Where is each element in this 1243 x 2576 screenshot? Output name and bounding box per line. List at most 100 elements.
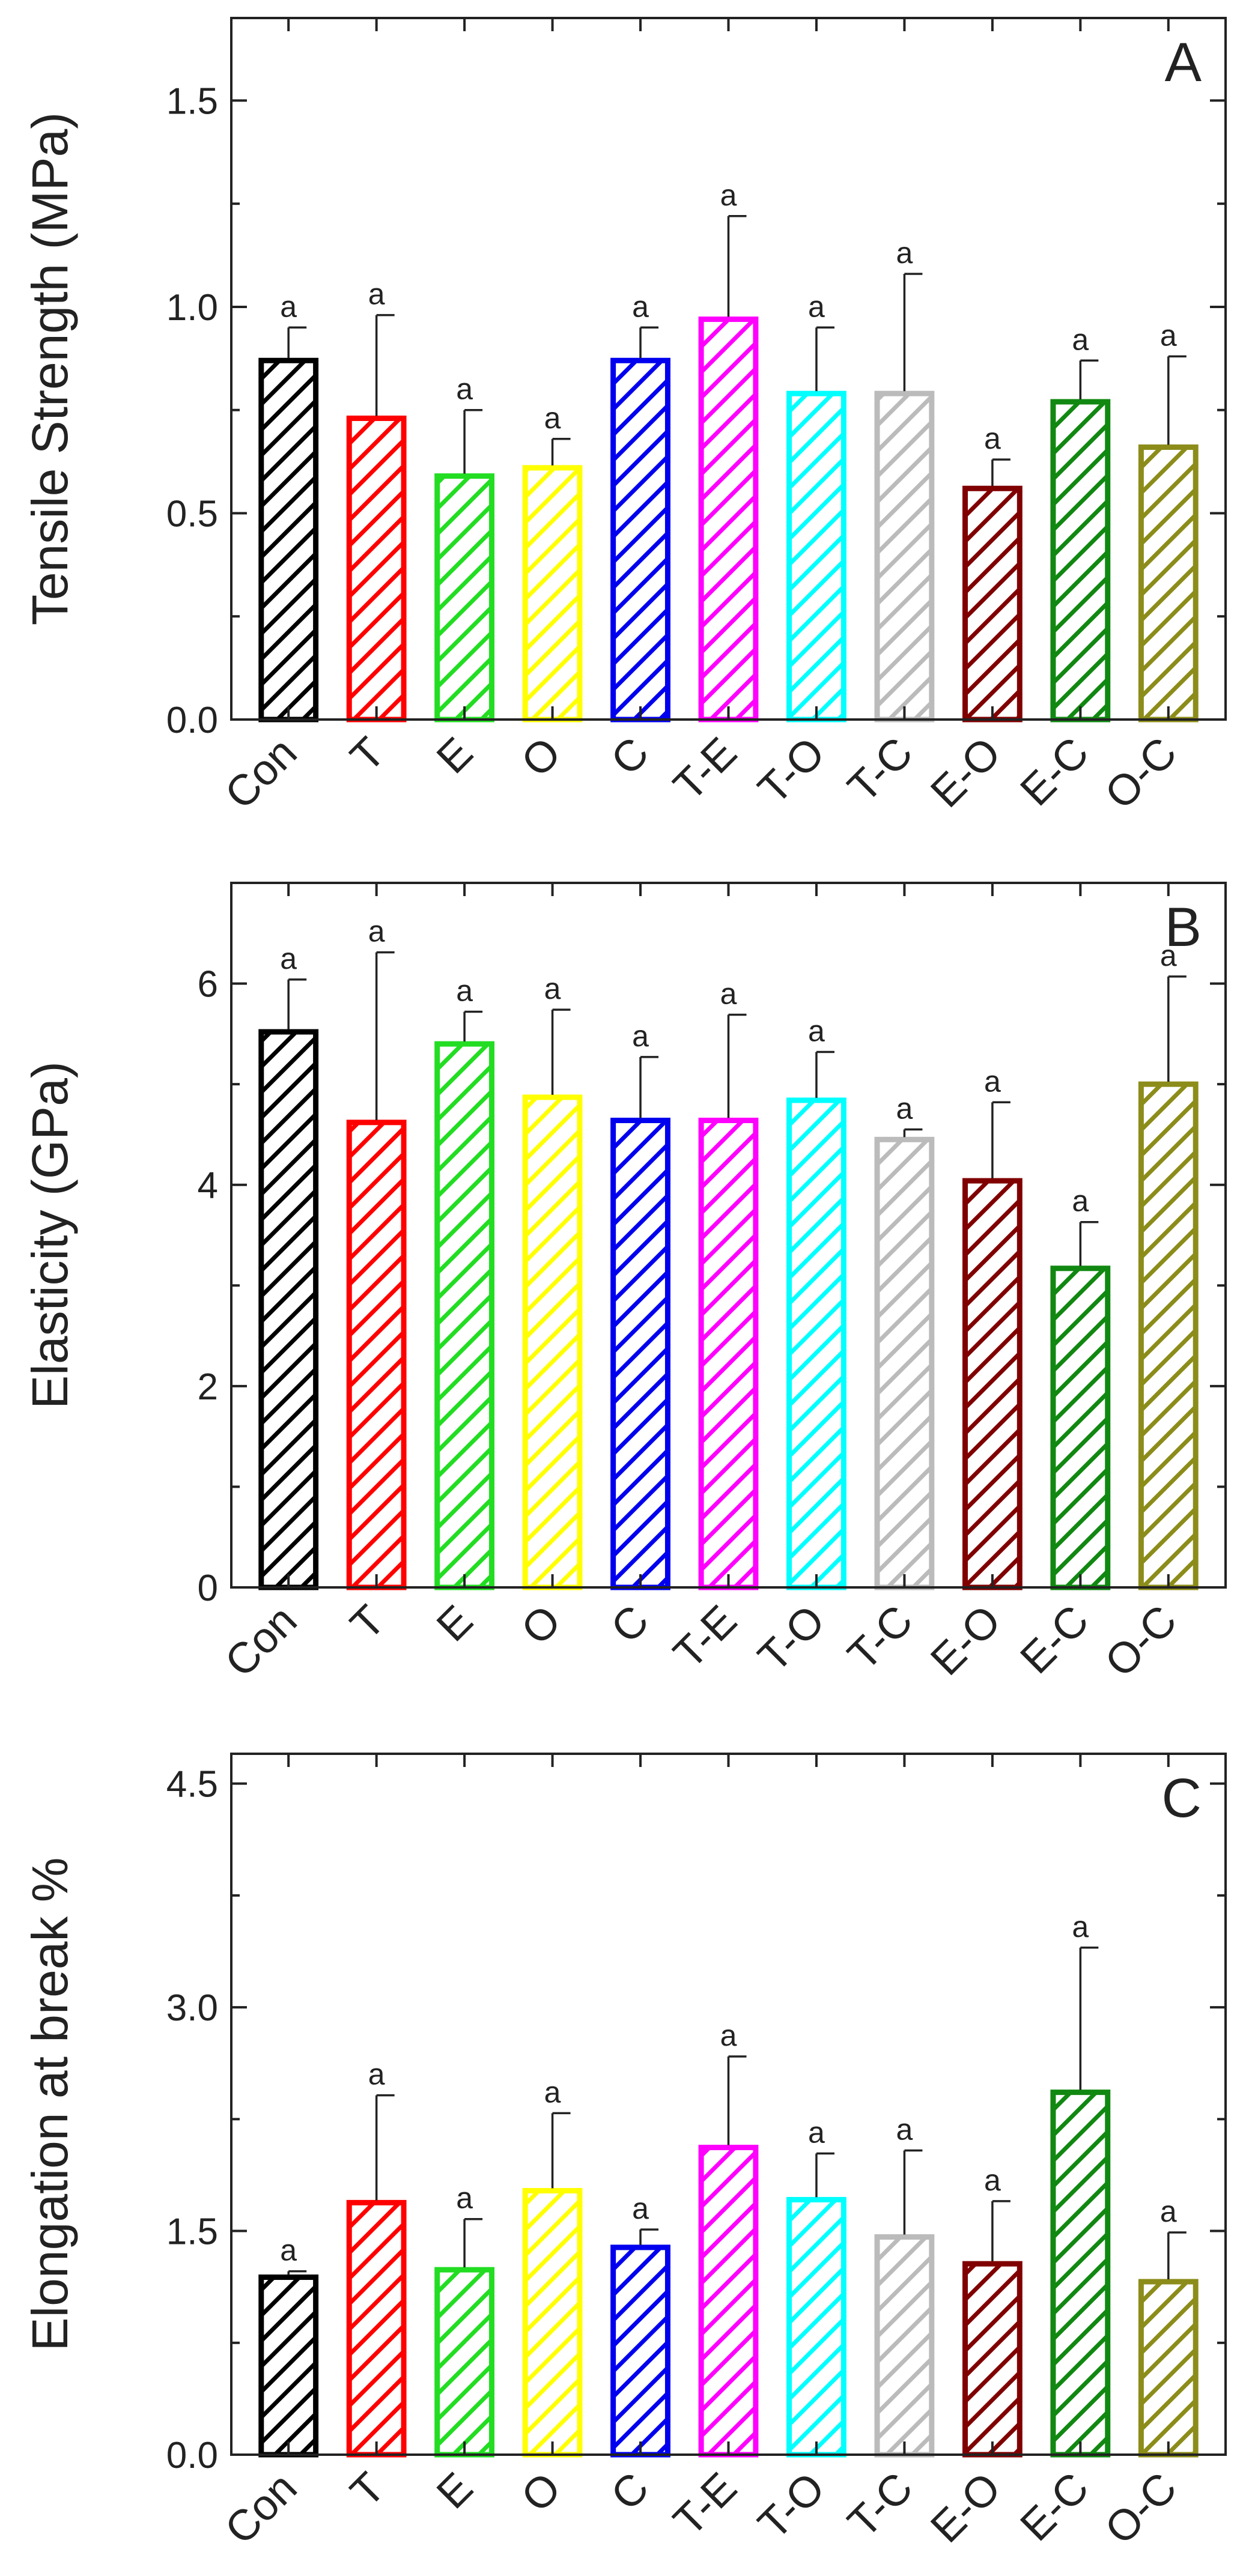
significance-label: a [544,972,561,1005]
significance-label: a [1160,939,1177,972]
significance-label: a [720,977,737,1011]
significance-label: a [808,289,825,323]
bar-t [346,1120,407,1590]
significance-label: a [368,2058,385,2091]
bar-e-c [1050,2090,1111,2458]
x-tick-label: C [602,1596,658,1652]
y-tick-label: 2 [198,1366,218,1408]
bar-e-c [1050,399,1111,723]
y-tick-label: 1.5 [166,2211,218,2253]
bar-t-o [786,2196,846,2458]
x-tick-label: E-C [1011,2464,1098,2550]
bar-t-o [786,1097,846,1590]
panel-letter: A [1165,32,1202,93]
x-tick-label: E [428,1596,482,1651]
significance-label: a [280,2234,297,2267]
significance-label: a [720,178,737,212]
y-tick-label: 0 [198,1568,218,1609]
bar-con [258,1029,319,1590]
significance-label: a [896,1092,913,1126]
y-tick-label: 6 [198,964,218,1005]
bar-t-e [698,1117,759,1590]
significance-label: a [544,2075,561,2109]
x-tick-label: T-C [839,1596,922,1680]
bar-o [522,1094,583,1590]
significance-label: a [1072,1184,1089,1218]
bar-t-e [698,317,759,723]
significance-label: a [1072,323,1089,356]
x-tick-label: T-O [749,729,834,813]
significance-label: a [984,2163,1001,2197]
y-tick-label: 0.0 [166,700,218,741]
x-tick-label: C [602,2464,658,2520]
bar-o-c [1138,2279,1199,2458]
panel-letter: C [1162,1768,1202,1829]
significance-label: a [456,372,473,406]
x-tick-label: E-O [922,1596,1010,1685]
panel-letter: B [1165,897,1202,958]
significance-label: a [808,1014,825,1048]
y-axis-title: Elongation at break % [22,1858,78,2351]
x-tick-label: T-E [664,2464,746,2545]
significance-label: a [720,2019,737,2052]
bar-c [610,357,670,723]
x-tick-label: T-C [839,729,922,812]
x-tick-label: Con [216,729,306,819]
x-tick-label: O-C [1096,729,1186,819]
x-tick-label: T [341,2464,394,2517]
x-tick-label: O-C [1096,1596,1186,1687]
bar-t-c [874,390,935,723]
significance-label: a [896,2112,913,2146]
bar-o-c [1138,444,1199,723]
significance-label: a [632,289,649,323]
bar-e [434,1041,495,1590]
significance-label: a [984,1064,1001,1098]
x-tick-label: T-O [749,1596,834,1681]
significance-label: a [1160,318,1177,352]
significance-label: a [632,1019,649,1053]
x-tick-label: O-C [1096,2464,1186,2554]
x-tick-label: E-O [922,2464,1010,2552]
significance-label: a [368,277,385,311]
y-tick-label: 0.5 [166,493,218,535]
y-axis-title: Tensile Strength (MPa) [22,112,78,625]
x-tick-label: O [512,2464,570,2521]
x-tick-label: Con [216,1596,306,1687]
bar-c [610,2244,670,2458]
bar-con [258,357,319,723]
significance-label: a [368,915,385,948]
x-tick-label: E [428,729,482,783]
x-tick-label: T-E [664,729,746,810]
significance-label: a [456,2181,473,2215]
significance-label: a [808,2115,825,2149]
bar-e [434,2267,495,2458]
significance-label: a [544,401,561,435]
significance-label: a [1160,2195,1177,2228]
bar-t [346,2199,407,2458]
bar-con [258,2274,319,2458]
bar-t-o [786,390,846,723]
bar-t-c [874,2234,935,2458]
bar-e-c [1050,1265,1111,1590]
bar-o-c [1138,1081,1199,1590]
y-tick-label: 3.0 [166,1987,218,2029]
x-tick-label: C [602,729,658,784]
significance-label: a [632,2192,649,2225]
significance-label: a [984,422,1001,455]
bar-e-o [962,485,1023,723]
bar-e-o [962,2261,1023,2458]
x-tick-label: T-C [839,2464,922,2547]
significance-label: a [896,236,913,270]
x-tick-label: E-C [1011,729,1098,815]
y-axis-title: Elasticity (GPa) [22,1061,78,1409]
x-tick-label: Con [216,2464,306,2554]
y-tick-label: 1.5 [166,80,218,122]
bar-e-o [962,1178,1023,1590]
bar-c [610,1117,670,1590]
x-tick-label: O [512,1596,570,1654]
y-tick-label: 4 [198,1165,218,1207]
bar-t [346,415,407,723]
bar-t-c [874,1136,935,1590]
